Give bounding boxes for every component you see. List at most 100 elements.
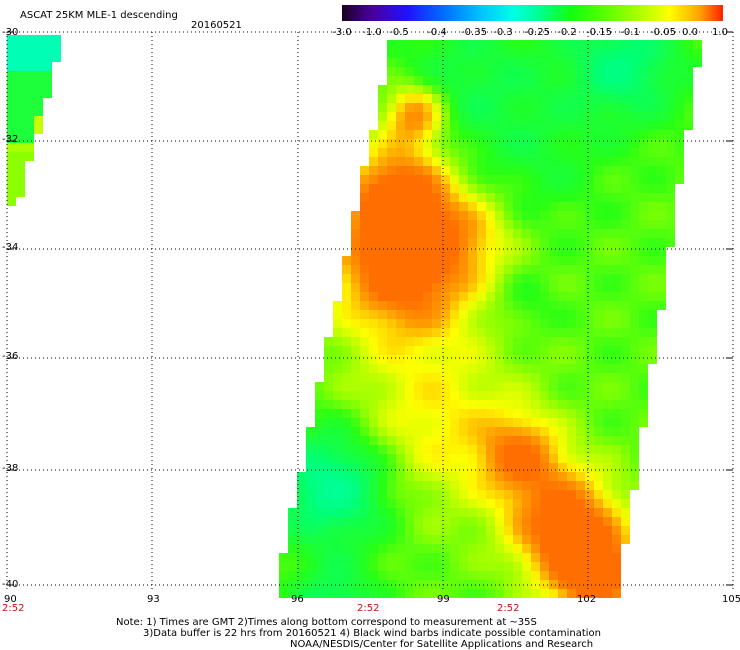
swath-cell <box>414 355 423 364</box>
swath-cell <box>423 526 432 535</box>
swath-cell <box>486 562 495 571</box>
swath-cell <box>405 49 414 58</box>
swath-cell <box>360 553 369 562</box>
swath-cell <box>468 355 477 364</box>
swath-cell <box>513 355 522 364</box>
swath-cell <box>450 526 459 535</box>
swath-cell <box>405 355 414 364</box>
swath-cell <box>576 355 585 364</box>
swath-cell <box>405 184 414 193</box>
swath-cell <box>396 481 405 490</box>
swath-cell <box>612 355 621 364</box>
swath-cell <box>639 409 648 418</box>
swath-cell <box>315 535 324 544</box>
swath-cell <box>540 193 549 202</box>
swath-cell <box>522 112 531 121</box>
swath-cell <box>16 107 25 116</box>
swath-cell <box>342 418 351 427</box>
swath-cell <box>513 202 522 211</box>
swath-cell <box>414 562 423 571</box>
swath-cell <box>540 166 549 175</box>
swath-cell <box>621 382 630 391</box>
swath-cell <box>387 40 396 49</box>
swath-cell <box>441 544 450 553</box>
swath-cell <box>333 535 342 544</box>
swath-cell <box>369 310 378 319</box>
swath-cell <box>486 58 495 67</box>
swath-cell <box>657 76 666 85</box>
swath-cell <box>531 490 540 499</box>
swath-cell <box>25 53 34 62</box>
swath-cell <box>324 544 333 553</box>
swath-cell <box>612 337 621 346</box>
swath-cell <box>504 229 513 238</box>
swath-cell <box>396 220 405 229</box>
swath-cell <box>342 571 351 580</box>
swath-cell <box>513 445 522 454</box>
swath-cell <box>531 562 540 571</box>
swath-cell <box>441 310 450 319</box>
swath-cell <box>639 292 648 301</box>
swath-cell <box>369 463 378 472</box>
swath-cell <box>495 265 504 274</box>
swath-cell <box>378 526 387 535</box>
swath-cell <box>387 301 396 310</box>
swath-cell <box>594 247 603 256</box>
swath-cell <box>558 463 567 472</box>
swath-cell <box>405 310 414 319</box>
swath-cell <box>648 193 657 202</box>
swath-cell <box>513 283 522 292</box>
swath-cell <box>684 112 693 121</box>
swath-cell <box>666 67 675 76</box>
swath-cell <box>540 562 549 571</box>
swath-cell <box>540 112 549 121</box>
swath-cell <box>558 220 567 229</box>
swath-cell <box>486 310 495 319</box>
swath-cell <box>441 481 450 490</box>
swath-cell <box>531 346 540 355</box>
swath-cell <box>648 265 657 274</box>
swath-cell <box>513 499 522 508</box>
swath-cell <box>504 472 513 481</box>
swath-cell <box>387 490 396 499</box>
swath-cell <box>7 116 16 125</box>
swath-cell <box>567 571 576 580</box>
swath-cell <box>531 40 540 49</box>
swath-cell <box>531 274 540 283</box>
swath-cell <box>504 400 513 409</box>
swath-cell <box>441 337 450 346</box>
swath-cell <box>396 193 405 202</box>
swath-cell <box>432 526 441 535</box>
swath-cell <box>576 382 585 391</box>
swath-cell <box>378 508 387 517</box>
swath-cell <box>585 535 594 544</box>
swath-cell <box>441 454 450 463</box>
swath-cell <box>369 409 378 418</box>
swath-cell <box>540 310 549 319</box>
swath-cell <box>486 337 495 346</box>
swath-cell <box>585 328 594 337</box>
swath-cell <box>486 184 495 193</box>
swath-cell <box>486 400 495 409</box>
swath-cell <box>504 157 513 166</box>
swath-cell <box>594 103 603 112</box>
swath-cell <box>387 589 396 598</box>
swath-cell <box>25 98 34 107</box>
swath-cell <box>423 103 432 112</box>
swath-cell <box>450 409 459 418</box>
swath-cell <box>468 121 477 130</box>
swath-cell <box>540 418 549 427</box>
swath-cell <box>513 157 522 166</box>
swath-cell <box>378 400 387 409</box>
swath-cell <box>522 490 531 499</box>
swath-cell <box>396 337 405 346</box>
swath-cell <box>486 274 495 283</box>
swath-cell <box>468 49 477 58</box>
swath-cell <box>459 310 468 319</box>
swath-cell <box>405 436 414 445</box>
swath-cell <box>567 67 576 76</box>
swath-cell <box>630 409 639 418</box>
swath-cell <box>576 166 585 175</box>
swath-cell <box>441 139 450 148</box>
swath-cell <box>486 256 495 265</box>
